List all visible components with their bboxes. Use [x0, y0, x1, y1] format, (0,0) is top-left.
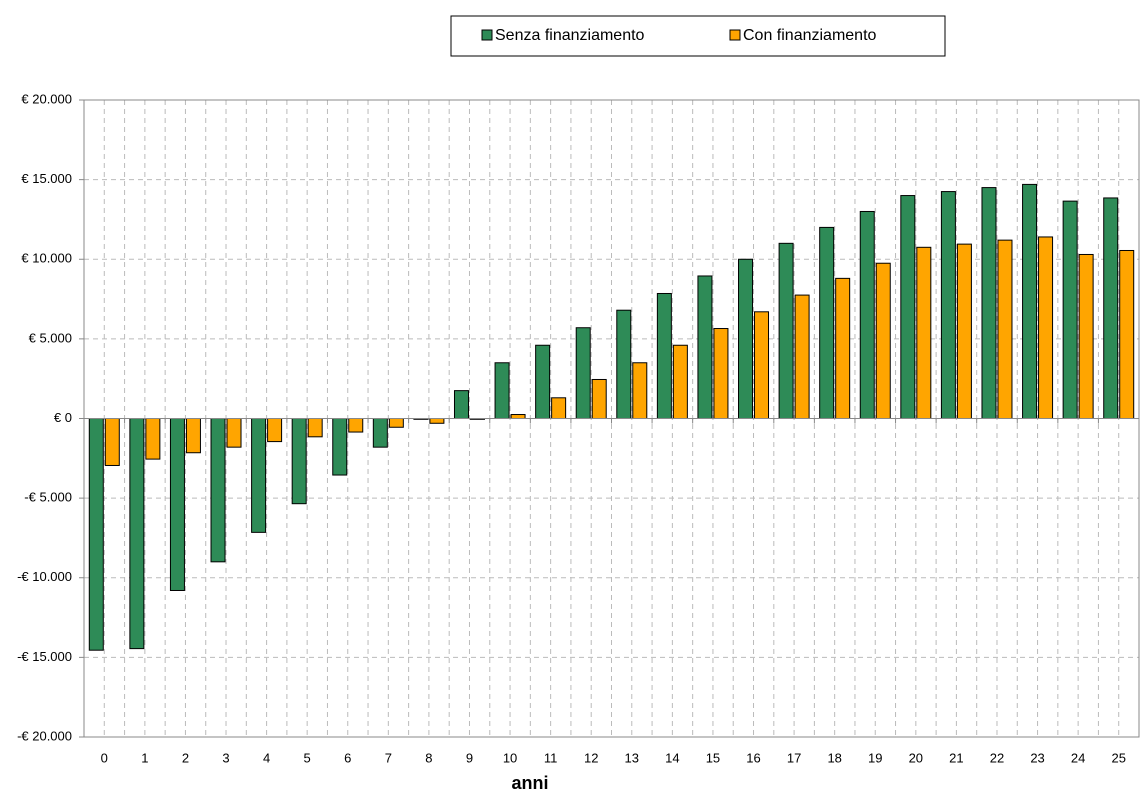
bar [251, 418, 267, 533]
bar [1078, 253, 1094, 419]
x-tick-label: 7 [385, 750, 392, 765]
bar [291, 418, 307, 505]
bar [510, 414, 526, 419]
bar [956, 243, 972, 419]
bar [169, 418, 185, 591]
bar [307, 418, 323, 438]
bar [145, 418, 161, 460]
bar [981, 187, 997, 419]
x-tick-label: 20 [909, 750, 923, 765]
bar [835, 277, 851, 419]
bar [632, 362, 648, 420]
bar [129, 418, 145, 650]
bar [754, 311, 770, 419]
legend-swatch [729, 29, 741, 41]
x-tick-label: 1 [141, 750, 148, 765]
bar [616, 309, 632, 419]
y-tick-label: € 0 [54, 410, 72, 425]
legend-box [450, 15, 946, 57]
y-tick-label: -€ 10.000 [17, 569, 72, 584]
x-axis-title: anni [511, 773, 548, 793]
legend-label: Con finanziamento [743, 27, 877, 44]
bar [429, 418, 445, 424]
y-tick-label: -€ 15.000 [17, 649, 72, 664]
bar [226, 418, 242, 448]
x-tick-label: 13 [625, 750, 639, 765]
bar [1103, 197, 1119, 419]
bar [738, 258, 754, 419]
bar [1119, 249, 1135, 419]
x-tick-label: 8 [425, 750, 432, 765]
bar [1022, 183, 1038, 419]
x-tick-label: 10 [503, 750, 517, 765]
x-tick-label: 3 [222, 750, 229, 765]
bar [794, 294, 810, 419]
x-tick-label: 21 [949, 750, 963, 765]
bar [535, 344, 551, 419]
x-tick-label: 19 [868, 750, 882, 765]
bar [859, 210, 875, 419]
y-tick-label: -€ 5.000 [24, 490, 72, 505]
bar [916, 246, 932, 419]
y-tick-label: € 20.000 [21, 91, 72, 106]
bar [900, 195, 916, 419]
x-tick-label: 4 [263, 750, 270, 765]
bar [332, 418, 348, 476]
x-tick-label: 14 [665, 750, 679, 765]
bar [778, 242, 794, 419]
bar [672, 344, 688, 419]
bar [185, 418, 201, 454]
bar [453, 390, 469, 420]
x-tick-label: 2 [182, 750, 189, 765]
x-tick-label: 11 [544, 750, 558, 765]
x-tick-label: 25 [1111, 750, 1125, 765]
bar [875, 262, 891, 420]
x-tick-label: 16 [746, 750, 760, 765]
x-tick-label: 24 [1071, 750, 1085, 765]
bar [997, 239, 1013, 419]
bar [267, 418, 283, 443]
y-tick-label: € 15.000 [21, 171, 72, 186]
bar [1038, 236, 1054, 419]
bar [697, 275, 713, 419]
bar [88, 418, 104, 651]
bar [575, 327, 591, 420]
bar [656, 292, 672, 419]
x-tick-label: 22 [990, 750, 1004, 765]
bar [104, 418, 120, 466]
x-tick-label: 12 [584, 750, 598, 765]
legend-label: Senza finanziamento [495, 27, 645, 44]
y-tick-label: -€ 20.000 [17, 728, 72, 743]
y-tick-label: € 5.000 [29, 330, 72, 345]
bar [348, 418, 364, 433]
x-tick-label: 6 [344, 750, 351, 765]
bar [713, 328, 729, 419]
x-tick-label: 18 [827, 750, 841, 765]
bar [388, 418, 404, 428]
bar [494, 362, 510, 420]
x-tick-label: 0 [101, 750, 108, 765]
x-tick-label: 15 [706, 750, 720, 765]
bar [1062, 200, 1078, 419]
x-tick-label: 5 [304, 750, 311, 765]
bar [210, 418, 226, 563]
bar [372, 418, 388, 448]
legend-swatch [481, 29, 493, 41]
bar [940, 191, 956, 419]
bar [819, 226, 835, 419]
y-tick-label: € 10.000 [21, 251, 72, 266]
bar [551, 397, 567, 419]
x-tick-label: 23 [1030, 750, 1044, 765]
x-tick-label: 17 [787, 750, 801, 765]
bar [591, 378, 607, 420]
x-tick-label: 9 [466, 750, 473, 765]
